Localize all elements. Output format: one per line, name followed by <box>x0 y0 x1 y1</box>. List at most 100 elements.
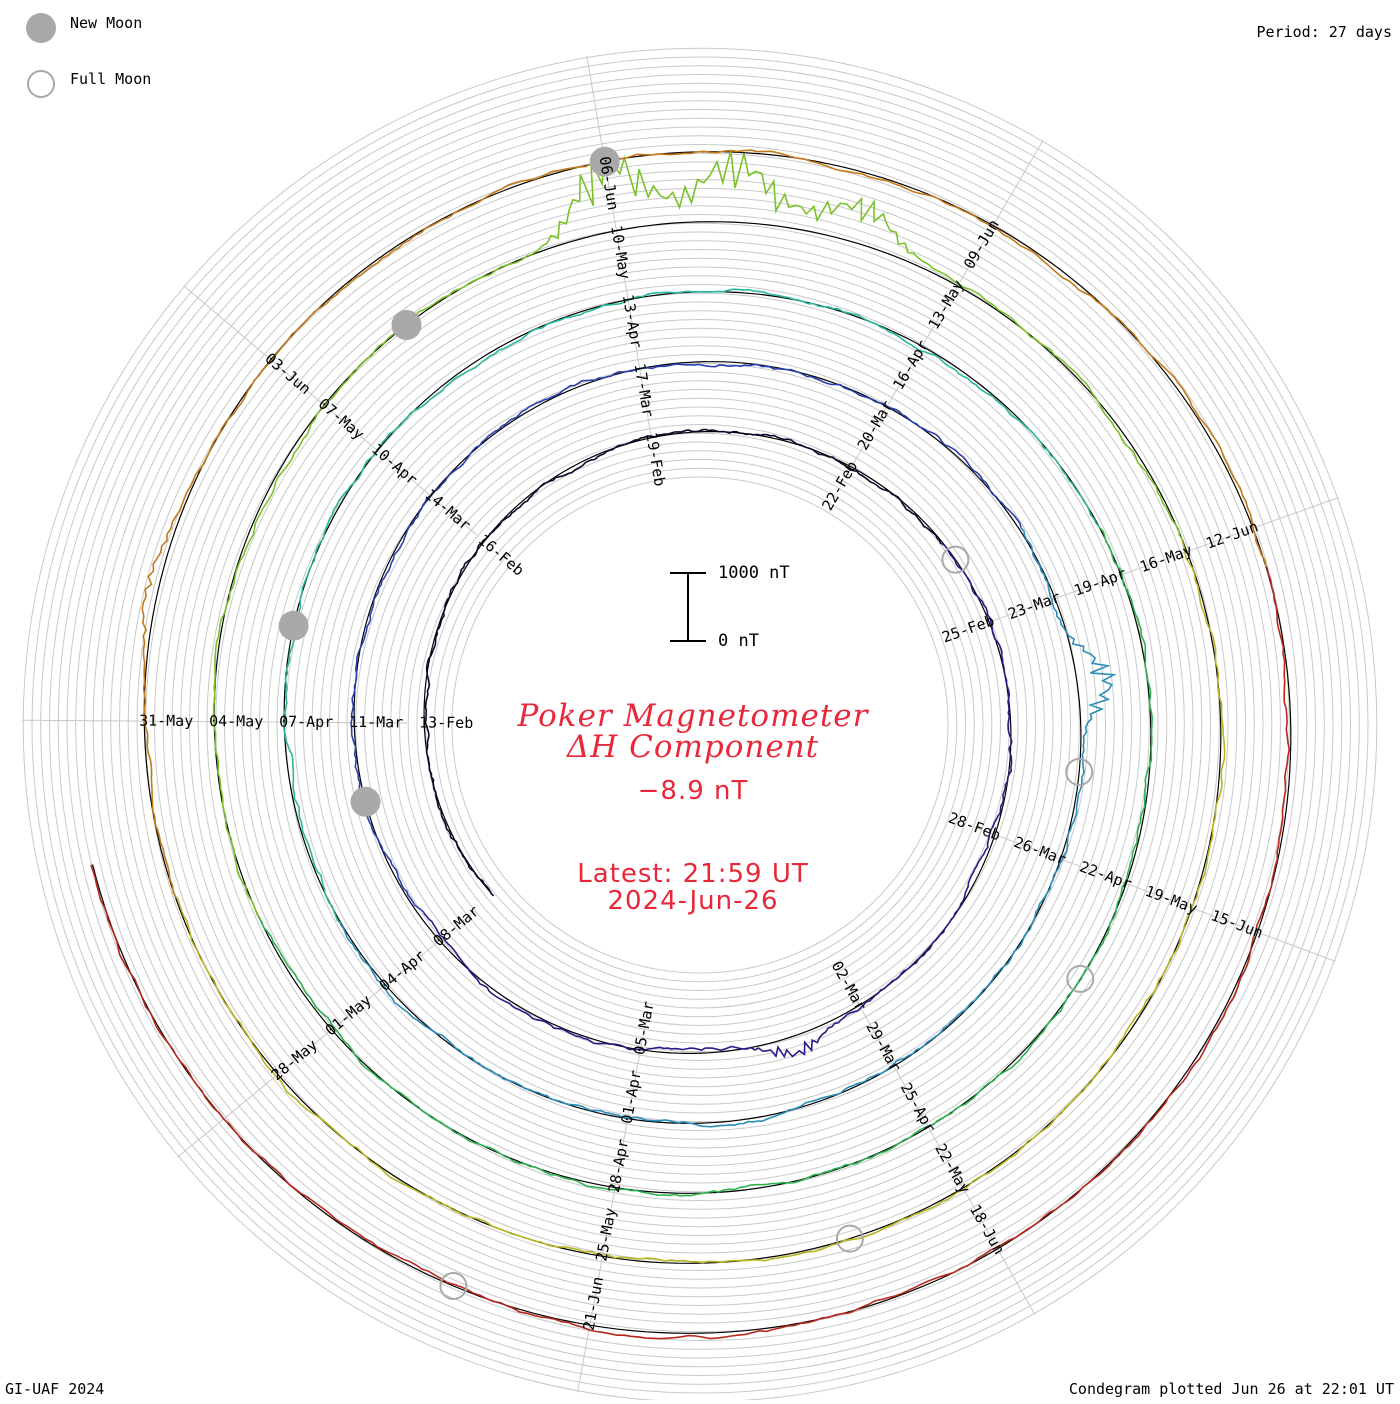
date-label: 16-May <box>1137 541 1194 576</box>
full-moon-marker <box>835 1224 864 1253</box>
date-label: 09-Jun <box>960 216 1003 272</box>
data-series-line <box>339 527 1117 1128</box>
grid-ring <box>285 310 1115 1140</box>
new-moon-marker <box>278 610 309 641</box>
full-moon-legend-icon <box>27 70 55 98</box>
grid-ring <box>110 135 1290 1315</box>
new-moon-marker <box>350 786 381 817</box>
scale-bar-bottom-label: 0 nT <box>718 631 759 651</box>
grid-spoke <box>183 285 478 536</box>
date-label: 07-Apr <box>279 713 333 731</box>
scale-bar-top-label: 1000 nT <box>718 563 790 583</box>
grid-spoke <box>847 139 1044 473</box>
date-label: 31-May <box>139 712 193 730</box>
full-moon-marker <box>1065 758 1094 786</box>
data-series-line <box>283 288 1101 925</box>
date-label: 13-Feb <box>419 714 473 732</box>
grid-ring <box>136 161 1264 1289</box>
date-label: 11-Mar <box>349 713 403 731</box>
date-label: 21-Jun <box>580 1275 607 1332</box>
data-series-line <box>424 428 942 897</box>
date-label: 23-Mar <box>1006 588 1063 623</box>
grid-ring <box>267 292 1133 1158</box>
data-series-line <box>176 540 1226 1264</box>
grid-spoke <box>974 826 1336 962</box>
latest-time: Latest: 21:59 UT <box>577 859 809 889</box>
grid-ring <box>119 144 1281 1306</box>
new-moon-legend-label: New Moon <box>70 14 143 32</box>
date-label: 04-May <box>209 712 263 730</box>
data-series-line <box>141 149 1267 899</box>
date-label: 19-Apr <box>1072 564 1129 599</box>
grid-ring <box>302 327 1098 1123</box>
grid-ring <box>66 91 1334 1359</box>
grid-ring <box>390 415 1010 1035</box>
grid-ring <box>311 336 1089 1114</box>
grid-ring <box>127 152 1273 1298</box>
date-label: 28-Apr <box>605 1138 632 1195</box>
grid-ring <box>232 257 1168 1193</box>
date-label: 19-Feb <box>642 431 669 487</box>
period-label: Period: 27 days <box>1256 23 1392 41</box>
grid-ring <box>442 467 958 983</box>
grid-ring <box>92 117 1308 1333</box>
grid-spoke <box>975 497 1340 628</box>
grid-spoke <box>586 56 652 437</box>
grid-ring <box>206 231 1194 1219</box>
data-series <box>90 149 1291 1340</box>
grid-ring <box>189 214 1211 1236</box>
full-moon-marker <box>941 545 970 574</box>
new-moon-legend-icon <box>26 13 56 43</box>
grid-ring <box>180 205 1220 1245</box>
grid-ring <box>40 65 1360 1385</box>
grid-ring <box>337 362 1063 1088</box>
moon-markers <box>278 146 1095 1300</box>
date-label: 16-Apr <box>889 337 932 393</box>
grid-ring <box>154 179 1246 1271</box>
grid-ring <box>31 56 1369 1394</box>
footer-credit: GI-UAF 2024 <box>5 1380 105 1398</box>
grid-spoke <box>844 979 1036 1315</box>
grid-ring <box>215 240 1185 1210</box>
full-moon-marker <box>1066 964 1095 993</box>
grid-ring <box>276 301 1124 1149</box>
grid-spoke <box>177 911 475 1158</box>
new-moon-marker <box>391 310 422 340</box>
data-series-line <box>423 542 1013 1059</box>
latest-date: 2024-Jun-26 <box>607 886 779 916</box>
grid-ring <box>451 476 949 974</box>
grid-ring <box>320 345 1080 1105</box>
date-label: 10-May <box>607 224 634 280</box>
grid-ring <box>241 266 1159 1184</box>
date-label: 25-May <box>592 1206 619 1263</box>
grid-ring <box>57 82 1343 1368</box>
grid-spoke <box>577 1013 648 1393</box>
grid-ring <box>372 397 1028 1053</box>
full-moon-marker <box>439 1272 468 1300</box>
grid-ring <box>346 371 1054 1079</box>
data-series-line <box>212 150 1184 919</box>
current-value: −8.9 nT <box>637 776 749 806</box>
grid-ring <box>171 196 1229 1254</box>
grid-ring <box>49 74 1351 1376</box>
grid-spokes <box>21 56 1340 1393</box>
grid-ring <box>407 432 993 1018</box>
grid-ring <box>294 319 1106 1131</box>
grid-ring <box>224 249 1176 1201</box>
data-series-line <box>90 566 1291 1340</box>
grid-ring <box>101 126 1299 1324</box>
new-moon-marker <box>589 146 620 177</box>
grid-ring <box>399 424 1001 1026</box>
date-label: 01-Apr <box>617 1069 644 1126</box>
date-label: 22-Feb <box>818 458 861 514</box>
date-label: 13-Apr <box>619 293 646 349</box>
grid-ring <box>364 389 1036 1061</box>
data-series-line <box>350 363 1022 914</box>
date-label: 28-Feb <box>946 809 1003 845</box>
grid-ring <box>75 100 1325 1350</box>
chart-title-line2: ΔH Component <box>566 729 820 765</box>
grid-ring <box>329 354 1071 1096</box>
grid-ring <box>416 441 984 1009</box>
